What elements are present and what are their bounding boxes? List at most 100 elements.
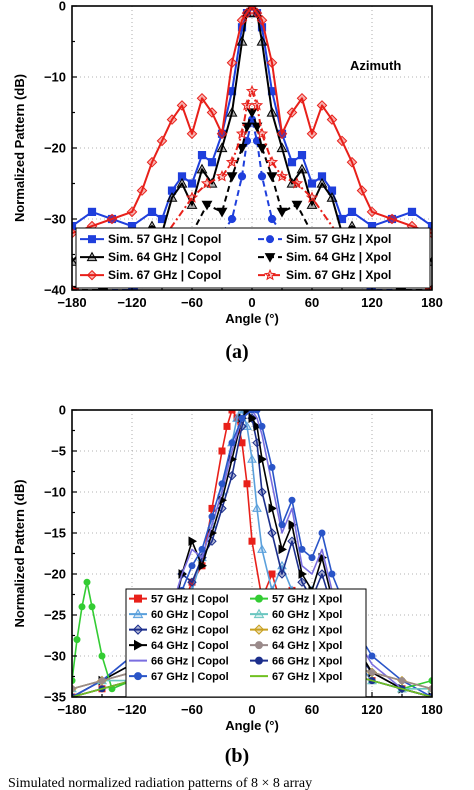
- legend-label: 62 GHz | Xpol: [272, 625, 342, 637]
- legend-item: Sim. 67 GHz | Copol: [80, 268, 221, 282]
- data-point: [278, 521, 286, 529]
- legend-item: 60 GHz | Copol: [129, 608, 229, 621]
- data-point: [257, 172, 267, 181]
- legend-item: Sim. 57 GHz | Copol: [80, 232, 221, 246]
- data-point: [223, 422, 231, 430]
- data-point: [266, 172, 278, 183]
- data-point: [225, 155, 239, 168]
- data-point: [267, 528, 277, 538]
- legend-marker: [86, 269, 98, 281]
- data-point: [207, 158, 217, 167]
- x-tick-label: −60: [181, 295, 203, 310]
- figure-caption: Simulated normalized radiation patterns …: [8, 776, 312, 790]
- data-point: [316, 100, 328, 111]
- data-point: [227, 470, 237, 481]
- y-axis-title: Normalized Pattern (dB): [12, 74, 27, 222]
- data-point: [185, 191, 199, 203]
- legend-item: 62 GHz | Xpol: [250, 624, 342, 637]
- legend-label: Sim. 67 GHz | Copol: [108, 268, 221, 282]
- data-point: [268, 463, 276, 471]
- data-point: [256, 35, 268, 46]
- x-tick-label: 120: [361, 295, 383, 310]
- series-2: [72, 6, 432, 266]
- legend-item: Sim. 67 GHz | Xpol: [258, 268, 391, 282]
- data-point: [241, 122, 253, 133]
- data-point: [407, 207, 417, 217]
- data-point: [257, 544, 267, 553]
- series-0: [72, 6, 432, 231]
- data-point: [187, 577, 197, 587]
- data-point: [136, 185, 148, 196]
- legend-label: Sim. 67 GHz | Xpol: [286, 268, 391, 282]
- data-point: [265, 155, 279, 168]
- data-point: [98, 677, 106, 685]
- x-tick-label: 180: [421, 295, 443, 310]
- legend-marker: [255, 656, 263, 665]
- x-tick-label: −120: [117, 295, 146, 310]
- data-point: [308, 554, 316, 562]
- legend-marker: [266, 235, 274, 244]
- legend-label: Sim. 64 GHz | Xpol: [286, 250, 391, 264]
- data-point: [245, 84, 259, 97]
- data-point: [106, 213, 118, 225]
- y-tick-label: −5: [51, 444, 66, 459]
- data-point: [298, 569, 308, 579]
- data-point: [186, 128, 198, 140]
- series-line: [72, 90, 432, 290]
- x-tick-label: 60: [305, 702, 319, 717]
- data-point: [256, 143, 268, 154]
- legend-item: 66 GHz | Copol: [129, 656, 229, 668]
- data-point: [277, 569, 287, 579]
- data-point: [177, 172, 187, 181]
- legend-item: 67 GHz | Copol: [129, 671, 229, 683]
- legend-label: 60 GHz | Copol: [151, 609, 229, 621]
- data-point: [98, 652, 106, 660]
- legend-label: Sim. 64 GHz | Copol: [108, 250, 221, 264]
- x-tick-label: 0: [248, 702, 255, 717]
- series-line: [72, 6, 432, 235]
- data-point: [176, 177, 188, 188]
- x-tick-label: 60: [305, 295, 319, 310]
- y-tick-label: −40: [44, 283, 66, 298]
- legend-label: Sim. 57 GHz | Copol: [108, 232, 221, 246]
- data-point: [268, 570, 276, 578]
- legend-item: 67 GHz | Xpol: [250, 671, 342, 683]
- data-point: [188, 562, 196, 570]
- data-point: [317, 172, 327, 181]
- data-point: [246, 6, 258, 12]
- data-point: [288, 519, 298, 530]
- data-point: [238, 414, 246, 422]
- data-point: [297, 151, 307, 160]
- data-point: [248, 537, 256, 545]
- data-point: [72, 255, 78, 266]
- data-point: [257, 487, 267, 497]
- data-point: [198, 560, 208, 571]
- y-tick-label: −25: [44, 608, 66, 623]
- data-point: [147, 207, 157, 217]
- data-point: [201, 200, 213, 211]
- data-point: [248, 413, 258, 424]
- legend-item: 60 GHz | Xpol: [250, 608, 342, 621]
- data-point: [83, 578, 91, 586]
- legend-label: 67 GHz | Xpol: [272, 671, 342, 683]
- panel-label: (a): [225, 341, 248, 363]
- data-point: [328, 570, 336, 578]
- data-point: [146, 156, 158, 168]
- data-point: [78, 603, 86, 611]
- y-tick-label: −35: [44, 690, 66, 705]
- data-point: [253, 421, 263, 432]
- annotation: Azimuth: [350, 58, 401, 73]
- x-tick-label: −180: [57, 295, 86, 310]
- legend-box: [125, 588, 367, 698]
- data-point: [235, 127, 249, 139]
- data-point: [346, 156, 358, 168]
- legend-label: 62 GHz | Copol: [151, 625, 229, 637]
- data-point: [216, 142, 228, 153]
- legend-marker: [264, 253, 276, 263]
- data-point: [215, 169, 229, 182]
- legend-item: 62 GHz | Copol: [129, 624, 229, 637]
- legend-marker: [255, 641, 263, 650]
- legend-marker: [86, 251, 98, 262]
- legend-label: 60 GHz | Xpol: [272, 609, 342, 621]
